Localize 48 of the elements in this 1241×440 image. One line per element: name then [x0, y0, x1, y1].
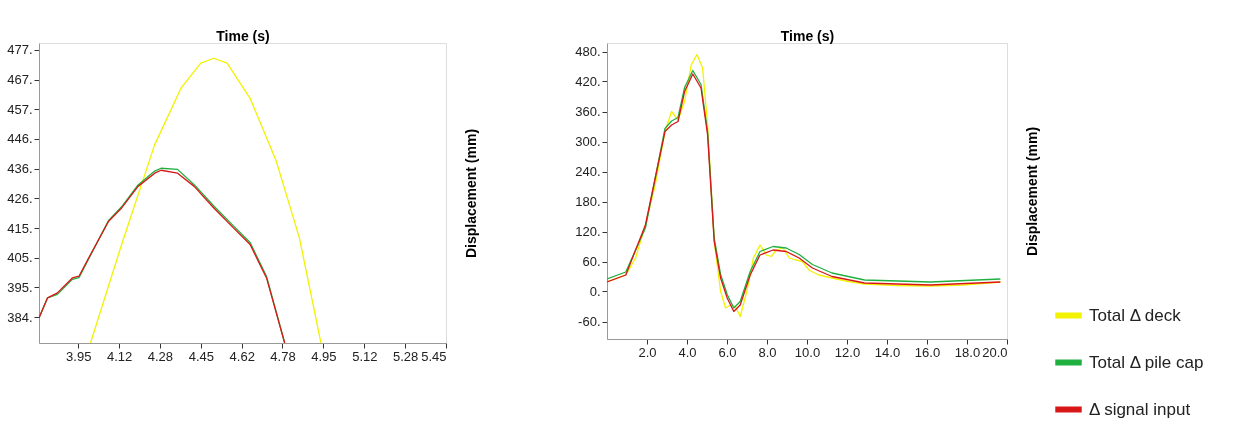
x-tick-label: 14.0: [874, 344, 901, 360]
y-tick-label: 446.: [7, 131, 33, 147]
y-tick-label: 360.: [575, 104, 601, 119]
y-tick-label: 415.: [7, 220, 33, 236]
x-tick-label: 4.78: [270, 348, 296, 364]
y-tick-label: 180.: [575, 194, 601, 209]
y-tick-label: 405.: [7, 250, 33, 266]
y-tick-label: 240.: [575, 164, 601, 179]
x-tick-label: 4.95: [311, 348, 337, 364]
y-tick-label: 426.: [7, 190, 33, 206]
line-series: [89, 57, 322, 343]
x-tick-label: 4.28: [147, 348, 174, 364]
y-axis-title: Displacement (mm): [1023, 126, 1040, 257]
x-tick-label: 6.0: [718, 344, 737, 360]
x-axis-title: Time (s): [216, 27, 270, 44]
y-tick-label: 420.: [575, 74, 601, 89]
x-tick-label: 4.0: [678, 344, 697, 360]
x-tick-label: 3.95: [66, 348, 92, 364]
x-tick-label: 20.0: [982, 344, 1008, 360]
legend-label: Δ signal input: [1089, 399, 1191, 419]
x-tick-label: 12.0: [834, 344, 861, 360]
y-tick-label: 0.: [589, 284, 601, 299]
x-tick-label: 10.0: [794, 344, 821, 360]
x-tick-label: 18.0: [954, 344, 981, 360]
x-tick-label: 5.12: [352, 348, 378, 364]
x-tick-label: 16.0: [914, 344, 941, 360]
x-axis-title: Time (s): [780, 27, 835, 44]
y-tick-label: 467.: [7, 72, 33, 88]
y-tick-label: 457.: [7, 101, 33, 117]
y-tick-label: -60.: [578, 314, 601, 329]
y-tick-label: 436.: [7, 161, 33, 177]
x-tick-label: 4.62: [229, 348, 255, 364]
y-tick-label: 60.: [582, 254, 601, 269]
legend-label: Total Δ deck: [1089, 305, 1182, 325]
x-tick-label: 4.45: [188, 348, 214, 364]
y-tick-label: 300.: [575, 134, 601, 149]
x-tick-label: 2.0: [638, 344, 657, 360]
x-tick-label: 5.45: [421, 348, 447, 364]
x-tick-label: 8.0: [758, 344, 777, 360]
legend-label: Total Δ pile cap: [1089, 352, 1204, 372]
y-tick-label: 384.: [7, 309, 33, 325]
x-tick-label: 4.12: [107, 348, 133, 364]
y-axis-title: Displacement (mm): [462, 128, 479, 259]
y-tick-label: 480.: [575, 44, 601, 59]
y-tick-label: 120.: [575, 224, 601, 239]
y-tick-label: 477.: [7, 42, 33, 58]
x-tick-label: 5.28: [392, 348, 419, 364]
y-tick-label: 395.: [7, 279, 33, 295]
